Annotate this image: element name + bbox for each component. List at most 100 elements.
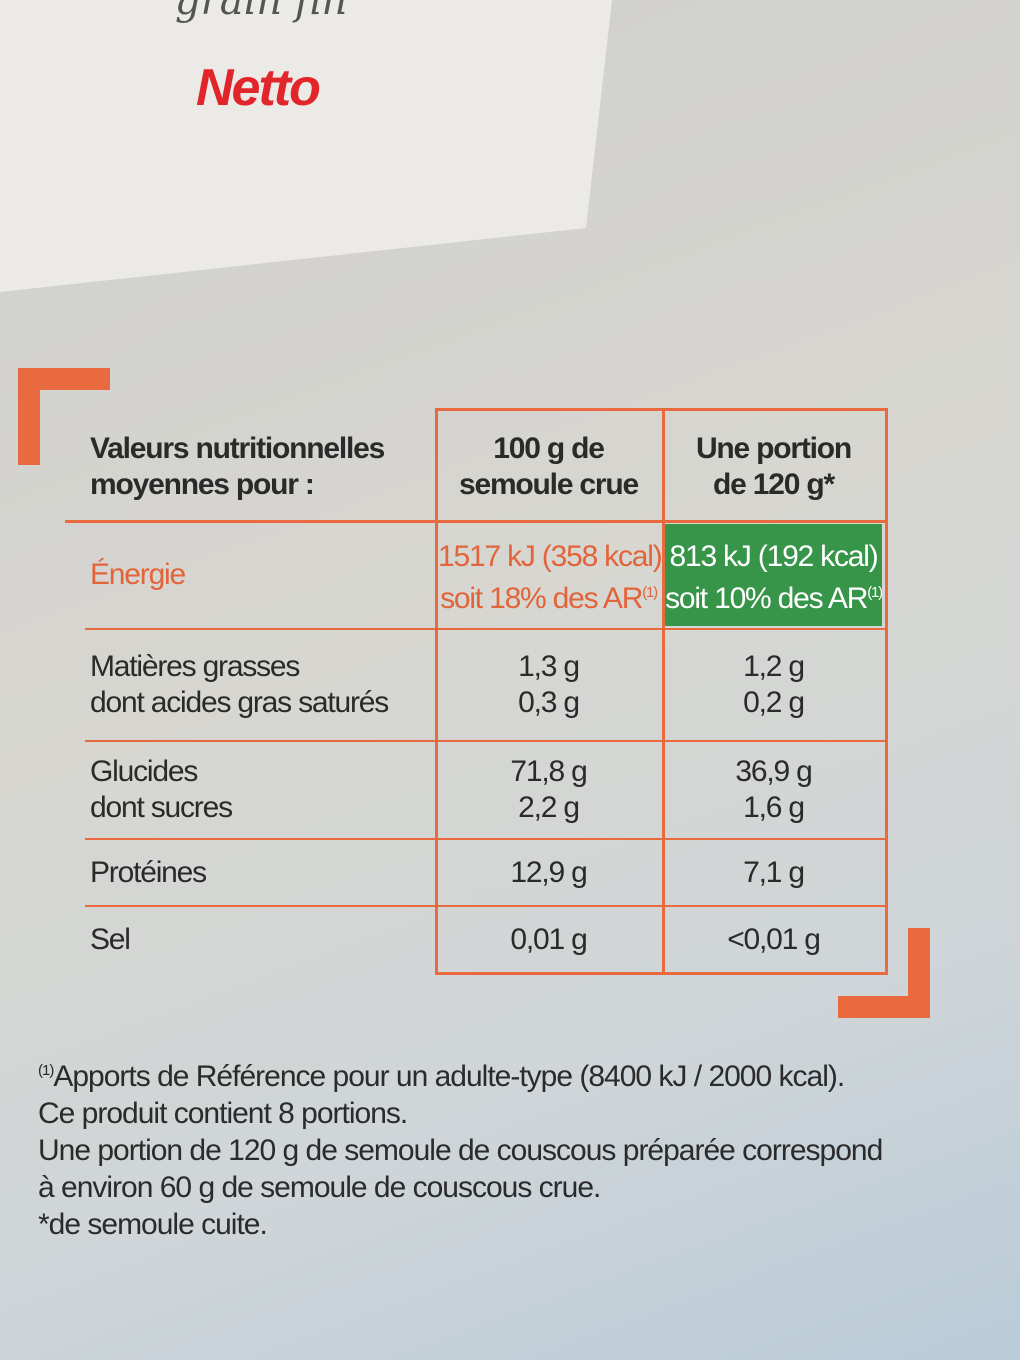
table-rule bbox=[85, 838, 885, 840]
brand: Netto bbox=[196, 59, 321, 117]
table-cell: Matières grasses dont acides gras saturés bbox=[90, 632, 435, 738]
product-subtitle: grain fin bbox=[175, 0, 348, 24]
cell-line: <0,01 g bbox=[665, 922, 882, 958]
cell-line: 36,9 g bbox=[665, 754, 882, 790]
table-rule bbox=[85, 905, 885, 907]
table-cell: 71,8 g 2,2 g bbox=[438, 744, 659, 836]
cell-text: 1,3 g bbox=[518, 650, 580, 683]
cell-text: 0,3 g bbox=[518, 686, 580, 719]
table-rule bbox=[85, 628, 885, 630]
cell-text: Glucides bbox=[90, 755, 198, 788]
cell-text: Sel bbox=[90, 922, 131, 956]
footnote-text: Apports de Référence pour un adulte-type… bbox=[53, 1060, 845, 1093]
cell-text: soit 10% des AR bbox=[665, 582, 868, 615]
cell-text: 7,1 g bbox=[743, 855, 805, 889]
cell-line: moyennes pour : bbox=[90, 467, 435, 503]
table-cell: 100 g de semoule crue bbox=[438, 418, 659, 516]
cell-line: soit 18% des AR(1) bbox=[438, 575, 659, 617]
cell-text: 0,01 g bbox=[510, 922, 587, 956]
cell-line: Énergie bbox=[90, 557, 435, 593]
cell-line: Protéines bbox=[90, 855, 435, 891]
cell-line: dont sucres bbox=[90, 790, 435, 826]
cell-text: Matières grasses bbox=[90, 650, 300, 683]
table-cell: 1,3 g 0,3 g bbox=[438, 632, 659, 738]
cell-text: 2,2 g bbox=[518, 791, 580, 824]
cell-line: 813 kJ (192 kcal) bbox=[665, 539, 882, 575]
cell-text: 1,6 g bbox=[743, 791, 805, 824]
table-cell: 813 kJ (192 kcal) soit 10% des AR(1) bbox=[665, 524, 883, 626]
cell-text: dont acides gras saturés bbox=[90, 686, 389, 719]
corner-mark bbox=[908, 928, 930, 1018]
table-cell: Glucides dont sucres bbox=[90, 744, 435, 836]
cell-line: Une portion bbox=[665, 431, 882, 467]
table-rule bbox=[885, 408, 888, 975]
table-rule bbox=[435, 972, 885, 975]
cell-line: de 120 g* bbox=[665, 467, 882, 503]
cell-text: 100 g de bbox=[493, 432, 605, 465]
table-cell: Protéines bbox=[90, 842, 435, 903]
cell-text: <0,01 g bbox=[727, 922, 821, 956]
cell-line: 2,2 g bbox=[438, 790, 659, 826]
cell-line: 0,3 g bbox=[438, 685, 659, 721]
table-cell: Une portion de 120 g* bbox=[665, 418, 882, 516]
cell-line: 1,3 g bbox=[438, 649, 659, 685]
cell-text: soit 18% des AR bbox=[440, 582, 643, 615]
note-ref: (1) bbox=[867, 584, 883, 601]
table-cell: 7,1 g bbox=[665, 842, 882, 903]
cell-line: dont acides gras saturés bbox=[90, 685, 435, 721]
cell-line: Matières grasses bbox=[90, 649, 435, 685]
table-rule bbox=[65, 520, 885, 523]
table-cell: Valeurs nutritionnelles moyennes pour : bbox=[90, 418, 435, 516]
cell-line: semoule crue bbox=[438, 467, 659, 503]
cell-line: Valeurs nutritionnelles bbox=[90, 431, 435, 467]
table-cell: Énergie bbox=[90, 524, 435, 626]
corner-mark bbox=[18, 368, 110, 390]
cell-line: 1,2 g bbox=[665, 649, 882, 685]
footnote: Une portion de 120 g de semoule de cousc… bbox=[38, 1134, 883, 1167]
note-ref: (1) bbox=[642, 584, 658, 601]
corner-mark bbox=[18, 368, 40, 465]
cell-text: 0,2 g bbox=[743, 686, 805, 719]
cell-text: 12,9 g bbox=[510, 855, 587, 889]
cell-line: 1517 kJ (358 kcal) bbox=[438, 539, 663, 575]
cell-text: Une portion bbox=[695, 432, 852, 465]
corner-mark bbox=[838, 996, 930, 1018]
cell-line: 12,9 g bbox=[438, 855, 659, 891]
cell-text: 71,8 g bbox=[510, 755, 587, 788]
cell-text: de 120 g* bbox=[713, 468, 835, 501]
cell-line: 100 g de bbox=[438, 431, 659, 467]
table-cell: 1517 kJ (358 kcal) soit 18% des AR(1) bbox=[438, 524, 663, 626]
cell-line: 0,01 g bbox=[438, 922, 659, 958]
nutrition-table: Valeurs nutritionnelles moyennes pour :10… bbox=[65, 408, 888, 975]
table-cell: Sel bbox=[90, 909, 435, 970]
cell-line: 7,1 g bbox=[665, 855, 882, 891]
cell-line: soit 10% des AR(1) bbox=[665, 575, 883, 617]
cell-text: 1517 kJ (358 kcal) bbox=[438, 540, 663, 573]
footnote: à environ 60 g de semoule de couscous cr… bbox=[38, 1171, 601, 1204]
cell-text: semoule crue bbox=[458, 468, 639, 501]
cell-text: Protéines bbox=[90, 855, 207, 889]
cell-line: 1,6 g bbox=[665, 790, 882, 826]
footnote: Ce produit contient 8 portions. bbox=[38, 1097, 408, 1130]
cell-text: moyennes pour : bbox=[90, 468, 315, 501]
cell-text: 36,9 g bbox=[735, 755, 812, 788]
table-rule bbox=[662, 408, 665, 975]
cell-text: 813 kJ (192 kcal) bbox=[669, 540, 878, 573]
cell-text: Valeurs nutritionnelles bbox=[90, 432, 385, 465]
cell-text: dont sucres bbox=[90, 791, 233, 824]
cell-line: Glucides bbox=[90, 754, 435, 790]
footnotes: (1)Apports de Référence pour un adulte-t… bbox=[38, 1052, 883, 1243]
table-cell: 1,2 g 0,2 g bbox=[665, 632, 882, 738]
cell-text: Énergie bbox=[90, 558, 186, 591]
table-cell: <0,01 g bbox=[665, 909, 882, 970]
footnote-ref: (1) bbox=[38, 1062, 54, 1079]
table-rule bbox=[435, 408, 885, 411]
footnote: *de semoule cuite. bbox=[38, 1208, 268, 1241]
cell-line: 71,8 g bbox=[438, 754, 659, 790]
footnote: (1)Apports de Référence pour un adulte-t… bbox=[38, 1052, 882, 1095]
table-rule bbox=[85, 740, 885, 742]
table-cell: 36,9 g 1,6 g bbox=[665, 744, 882, 836]
cell-text: 1,2 g bbox=[743, 650, 805, 683]
table-cell: 12,9 g bbox=[438, 842, 659, 903]
